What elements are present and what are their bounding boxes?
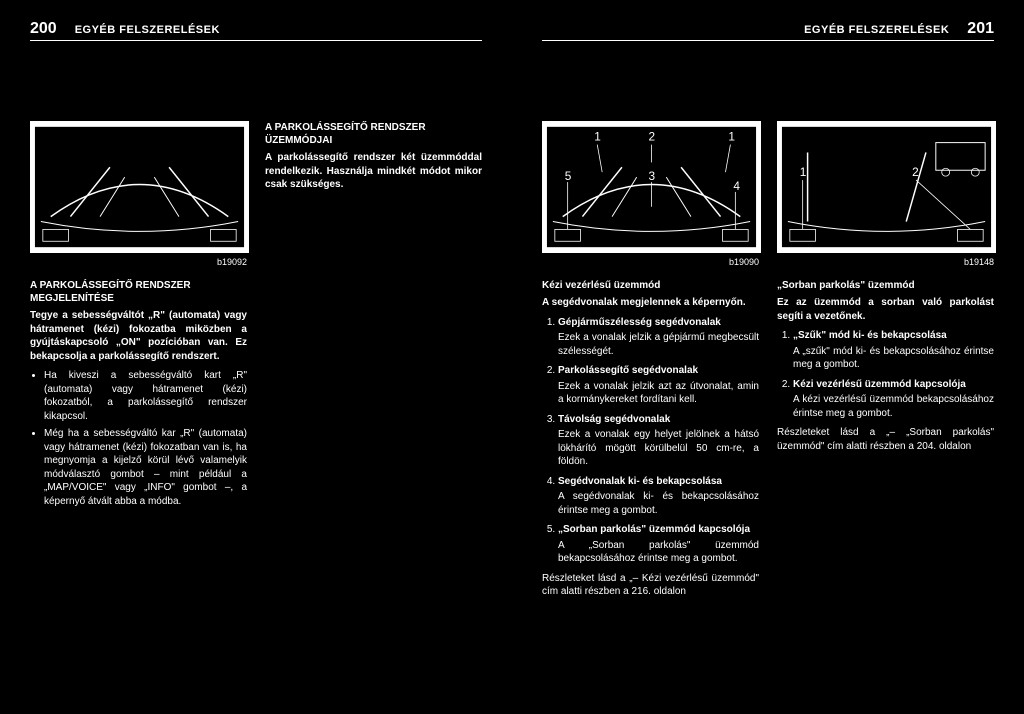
page-spread: 200 EGYÉB FELSZERELÉSEK xyxy=(0,0,1024,714)
figure-3-label: b19148 xyxy=(777,257,994,267)
figure-1-label: b19092 xyxy=(30,257,247,267)
page-left: 200 EGYÉB FELSZERELÉSEK xyxy=(0,0,512,714)
callout-number: 4 xyxy=(733,179,740,193)
intro-row-mode: Ez az üzemmód a sorban való parkolást se… xyxy=(777,296,994,323)
item-body: Ezek a vonalak jelzik a gépjármű megbecs… xyxy=(558,331,759,358)
figure-3: 1 2 xyxy=(777,121,996,253)
list-item: „Sorban parkolás" üzemmód kapcsolója A „… xyxy=(558,523,759,566)
figure-2: 1 2 1 5 3 4 xyxy=(542,121,761,253)
left-content: b19092 A PARKOLÁSSEGÍTŐ RENDSZER MEGJELE… xyxy=(30,121,482,514)
item-title: Parkolássegítő segédvonalak xyxy=(558,365,698,376)
footer-row: Részleteket lásd a „– „Sorban parkolás" … xyxy=(777,426,994,453)
row-mode-list: „Szűk" mód ki- és bekapcsolása A „szűk" … xyxy=(777,329,994,420)
right-content: 1 2 1 5 3 4 b19090 Kézi vezérlésű üzemmó… xyxy=(542,121,994,605)
callout-number: 1 xyxy=(728,130,735,144)
callout-number: 1 xyxy=(800,165,807,179)
figure-1 xyxy=(30,121,249,253)
item-body: Ezek a vonalak egy helyet jelölnek a hát… xyxy=(558,428,759,469)
item-title: Gépjárműszélesség segédvonalak xyxy=(558,317,721,328)
header-left: 200 EGYÉB FELSZERELÉSEK xyxy=(30,20,482,41)
figure-2-label: b19090 xyxy=(542,257,759,267)
page-number-left: 200 xyxy=(30,20,57,38)
callout-number: 2 xyxy=(912,165,919,179)
right-col-2: 1 2 b19148 „Sorban parkolás" üzemmód Ez … xyxy=(777,121,994,605)
item-body: Ezek a vonalak jelzik azt az útvonalat, … xyxy=(558,380,759,407)
item-title: „Sorban parkolás" üzemmód kapcsolója xyxy=(558,524,750,535)
callout-number: 5 xyxy=(565,169,572,183)
heading-modes: A PARKOLÁSSEGÍTŐ RENDSZER ÜZEMMÓDJAI xyxy=(265,121,482,147)
item-body: A kézi vezérlésű üzemmód bekapcsolásához… xyxy=(793,393,994,420)
callout-number: 2 xyxy=(649,130,656,144)
list-item: Távolság segédvonalak Ezek a vonalak egy… xyxy=(558,413,759,469)
right-col-1: 1 2 1 5 3 4 b19090 Kézi vezérlésű üzemmó… xyxy=(542,121,759,605)
list-item: „Szűk" mód ki- és bekapcsolása A „szűk" … xyxy=(793,329,994,372)
callout-number: 1 xyxy=(594,130,601,144)
footer-manual: Részleteket lásd a „– Kézi vezérlésű üze… xyxy=(542,572,759,599)
list-item: Segédvonalak ki- és bekapcsolása A segéd… xyxy=(558,475,759,518)
item-body: A „szűk" mód ki- és bekapcsolásához érin… xyxy=(793,345,994,372)
page-number-right: 201 xyxy=(967,20,994,38)
item-body: A „Sorban parkolás" üzemmód bekapcsolásá… xyxy=(558,539,759,566)
bullet-list: Ha kiveszi a sebességváltó kart „R" (aut… xyxy=(30,369,247,508)
left-col-2: A PARKOLÁSSEGÍTŐ RENDSZER ÜZEMMÓDJAI A p… xyxy=(265,121,482,514)
list-item: Parkolássegítő segédvonalak Ezek a vonal… xyxy=(558,364,759,407)
left-col-1: b19092 A PARKOLÁSSEGÍTŐ RENDSZER MEGJELE… xyxy=(30,121,247,514)
list-item: Kézi vezérlésű üzemmód kapcsolója A kézi… xyxy=(793,378,994,421)
item-title: Kézi vezérlésű üzemmód kapcsolója xyxy=(793,379,966,390)
item-body: A segédvonalak ki- és bekapcsolásához ér… xyxy=(558,490,759,517)
item-title: „Szűk" mód ki- és bekapcsolása xyxy=(793,330,947,341)
page-title-left: EGYÉB FELSZERELÉSEK xyxy=(75,24,220,36)
page-right: EGYÉB FELSZERELÉSEK 201 xyxy=(512,0,1024,714)
header-right: EGYÉB FELSZERELÉSEK 201 xyxy=(542,20,994,41)
heading-manual-mode: Kézi vezérlésű üzemmód xyxy=(542,279,759,292)
heading-display: A PARKOLÁSSEGÍTŐ RENDSZER MEGJELENÍTÉSE xyxy=(30,279,247,305)
list-item: Ha kiveszi a sebességváltó kart „R" (aut… xyxy=(44,369,247,423)
list-item: Gépjárműszélesség segédvonalak Ezek a vo… xyxy=(558,316,759,359)
para-modes: A parkolássegítő rendszer két üzemmóddal… xyxy=(265,151,482,192)
item-title: Távolság segédvonalak xyxy=(558,414,670,425)
item-title: Segédvonalak ki- és bekapcsolása xyxy=(558,476,722,487)
page-title-right: EGYÉB FELSZERELÉSEK xyxy=(804,24,949,36)
callout-number: 3 xyxy=(649,169,656,183)
intro-manual-mode: A segédvonalak megjelennek a képernyőn. xyxy=(542,296,759,310)
manual-mode-list: Gépjárműszélesség segédvonalak Ezek a vo… xyxy=(542,316,759,566)
heading-row-mode: „Sorban parkolás" üzemmód xyxy=(777,279,994,292)
para-display: Tegye a sebességváltót „R" (automata) va… xyxy=(30,309,247,363)
list-item: Még ha a sebességváltó kar „R" (automata… xyxy=(44,427,247,508)
